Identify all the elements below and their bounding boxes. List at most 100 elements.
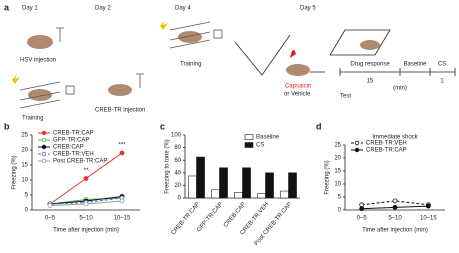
annotation: ** — [84, 168, 89, 174]
x-tick-label: 0–5 — [45, 216, 56, 222]
grid-floor — [169, 21, 211, 49]
grid-floor — [19, 81, 61, 109]
panel-label: d — [316, 121, 322, 131]
phase-label: Drug response — [350, 62, 390, 68]
legend-marker — [354, 147, 360, 153]
speaker — [65, 85, 75, 95]
mouse — [178, 31, 202, 43]
panel-label: c — [160, 121, 165, 131]
legend-swatch — [244, 142, 254, 148]
legend-label: GFP-TR:CAP — [53, 138, 89, 144]
x-tick-label: 5–10 — [388, 216, 402, 222]
syringe — [56, 27, 64, 42]
bar — [219, 167, 228, 199]
panel-label: a — [4, 2, 10, 12]
bar — [265, 172, 274, 199]
legend-marker — [41, 130, 47, 136]
legend-label: Post CREB-TR:CAP — [53, 159, 107, 165]
y-tick-label: 15 — [334, 169, 341, 175]
x-tick-label: 0–5 — [357, 216, 368, 222]
legend-label: CREB-TR:CAP — [53, 131, 94, 137]
y-axis-label: Freezing to tone (%) — [165, 139, 171, 193]
phase-label: Baseline — [403, 62, 427, 68]
bar — [280, 190, 289, 199]
data-point — [359, 206, 365, 212]
x-tick-label: 10–15 — [114, 216, 131, 222]
y-tick-label: 25 — [334, 143, 341, 149]
annotation: *** — [118, 143, 126, 149]
legend-label: CREB-TR:VEH — [53, 152, 94, 158]
converge-lines — [234, 34, 291, 76]
bar — [188, 175, 197, 199]
arena — [329, 29, 391, 56]
shock-icon — [160, 20, 168, 30]
data-point — [359, 202, 365, 208]
y-tick-label: 0 — [178, 196, 182, 202]
y-tick-label: 10 — [334, 182, 341, 188]
data-point — [425, 203, 431, 209]
y-tick-label: 20 — [21, 148, 28, 154]
data-point — [392, 204, 398, 210]
y-tick-label: 15 — [21, 163, 28, 169]
legend-label: CREB-TR:CAP — [366, 148, 407, 154]
syringe — [136, 73, 144, 88]
y-tick-label: 100 — [171, 133, 182, 139]
day-label: Day 5 — [300, 6, 316, 12]
series-line — [361, 200, 429, 206]
legend-marker — [41, 144, 47, 150]
legend-marker — [41, 137, 47, 143]
y-axis-label: Freezing (%) — [325, 160, 331, 194]
mouse — [28, 89, 52, 101]
panel-a — [12, 20, 456, 109]
y-axis-label: Freezing (%) — [12, 155, 18, 189]
mouse — [286, 64, 310, 76]
day-label: Day 4 — [175, 6, 191, 12]
duration-label: (min) — [393, 86, 407, 92]
day-label: Day 1 — [22, 6, 38, 12]
speaker — [213, 29, 223, 39]
data-point — [119, 198, 125, 204]
drug-label: or Vehicle — [284, 92, 311, 98]
duration-label: 15 — [367, 79, 374, 85]
step-label: Training — [22, 116, 43, 122]
legend-label: Baseline — [256, 135, 280, 141]
x-tick-label: CREB-TR:CAP — [171, 201, 202, 236]
x-tick-label: CREB:CAP — [223, 201, 247, 228]
y-tick-label: 60 — [174, 158, 181, 164]
x-tick-label: 10–15 — [420, 216, 437, 222]
legend-marker — [354, 140, 360, 146]
y-tick-label: 20 — [334, 156, 341, 162]
bar — [242, 167, 251, 199]
legend-label: CREB-TR:VEH — [366, 141, 407, 147]
y-tick-label: 5 — [338, 195, 342, 201]
y-tick-label: 0 — [338, 208, 342, 214]
bar — [288, 172, 297, 199]
legend-label: CS — [256, 143, 264, 149]
step-label: Training — [180, 62, 201, 68]
legend-swatch — [244, 134, 254, 140]
chart-title: Immediate shock — [372, 135, 418, 141]
mouse — [27, 35, 53, 49]
data-point — [119, 150, 125, 156]
phase-label: CS — [438, 62, 446, 68]
day-label: Day 2 — [95, 6, 111, 12]
drug-label: Capsaicin — [285, 84, 311, 90]
shock-icon — [12, 74, 20, 84]
legend-marker — [41, 151, 47, 157]
legend-label: CREB:CAP — [53, 145, 84, 151]
duration-label: 1 — [440, 79, 444, 85]
x-axis-label: Time after injection (min) — [362, 228, 428, 234]
bar — [211, 189, 220, 199]
y-tick-label: 40 — [174, 170, 181, 176]
data-point — [47, 203, 53, 208]
y-tick-label: 10 — [21, 178, 28, 184]
step-label: HSV injection — [20, 58, 56, 64]
y-tick-label: 20 — [174, 183, 181, 189]
data-point — [83, 201, 89, 207]
y-tick-label: 0 — [25, 208, 29, 214]
x-tick-label: 5–10 — [79, 216, 93, 222]
y-tick-label: 25 — [21, 133, 28, 139]
y-tick-label: 5 — [25, 193, 29, 199]
data-point — [392, 198, 398, 204]
